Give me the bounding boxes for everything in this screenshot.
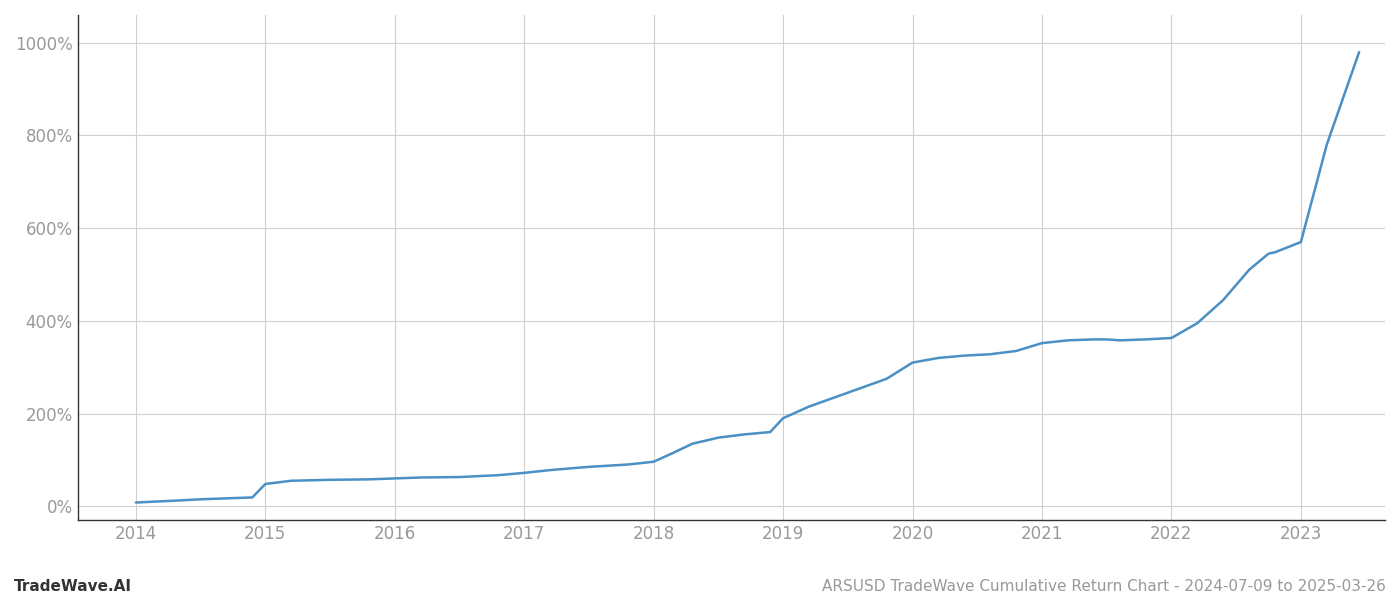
Text: TradeWave.AI: TradeWave.AI <box>14 579 132 594</box>
Text: ARSUSD TradeWave Cumulative Return Chart - 2024-07-09 to 2025-03-26: ARSUSD TradeWave Cumulative Return Chart… <box>822 579 1386 594</box>
